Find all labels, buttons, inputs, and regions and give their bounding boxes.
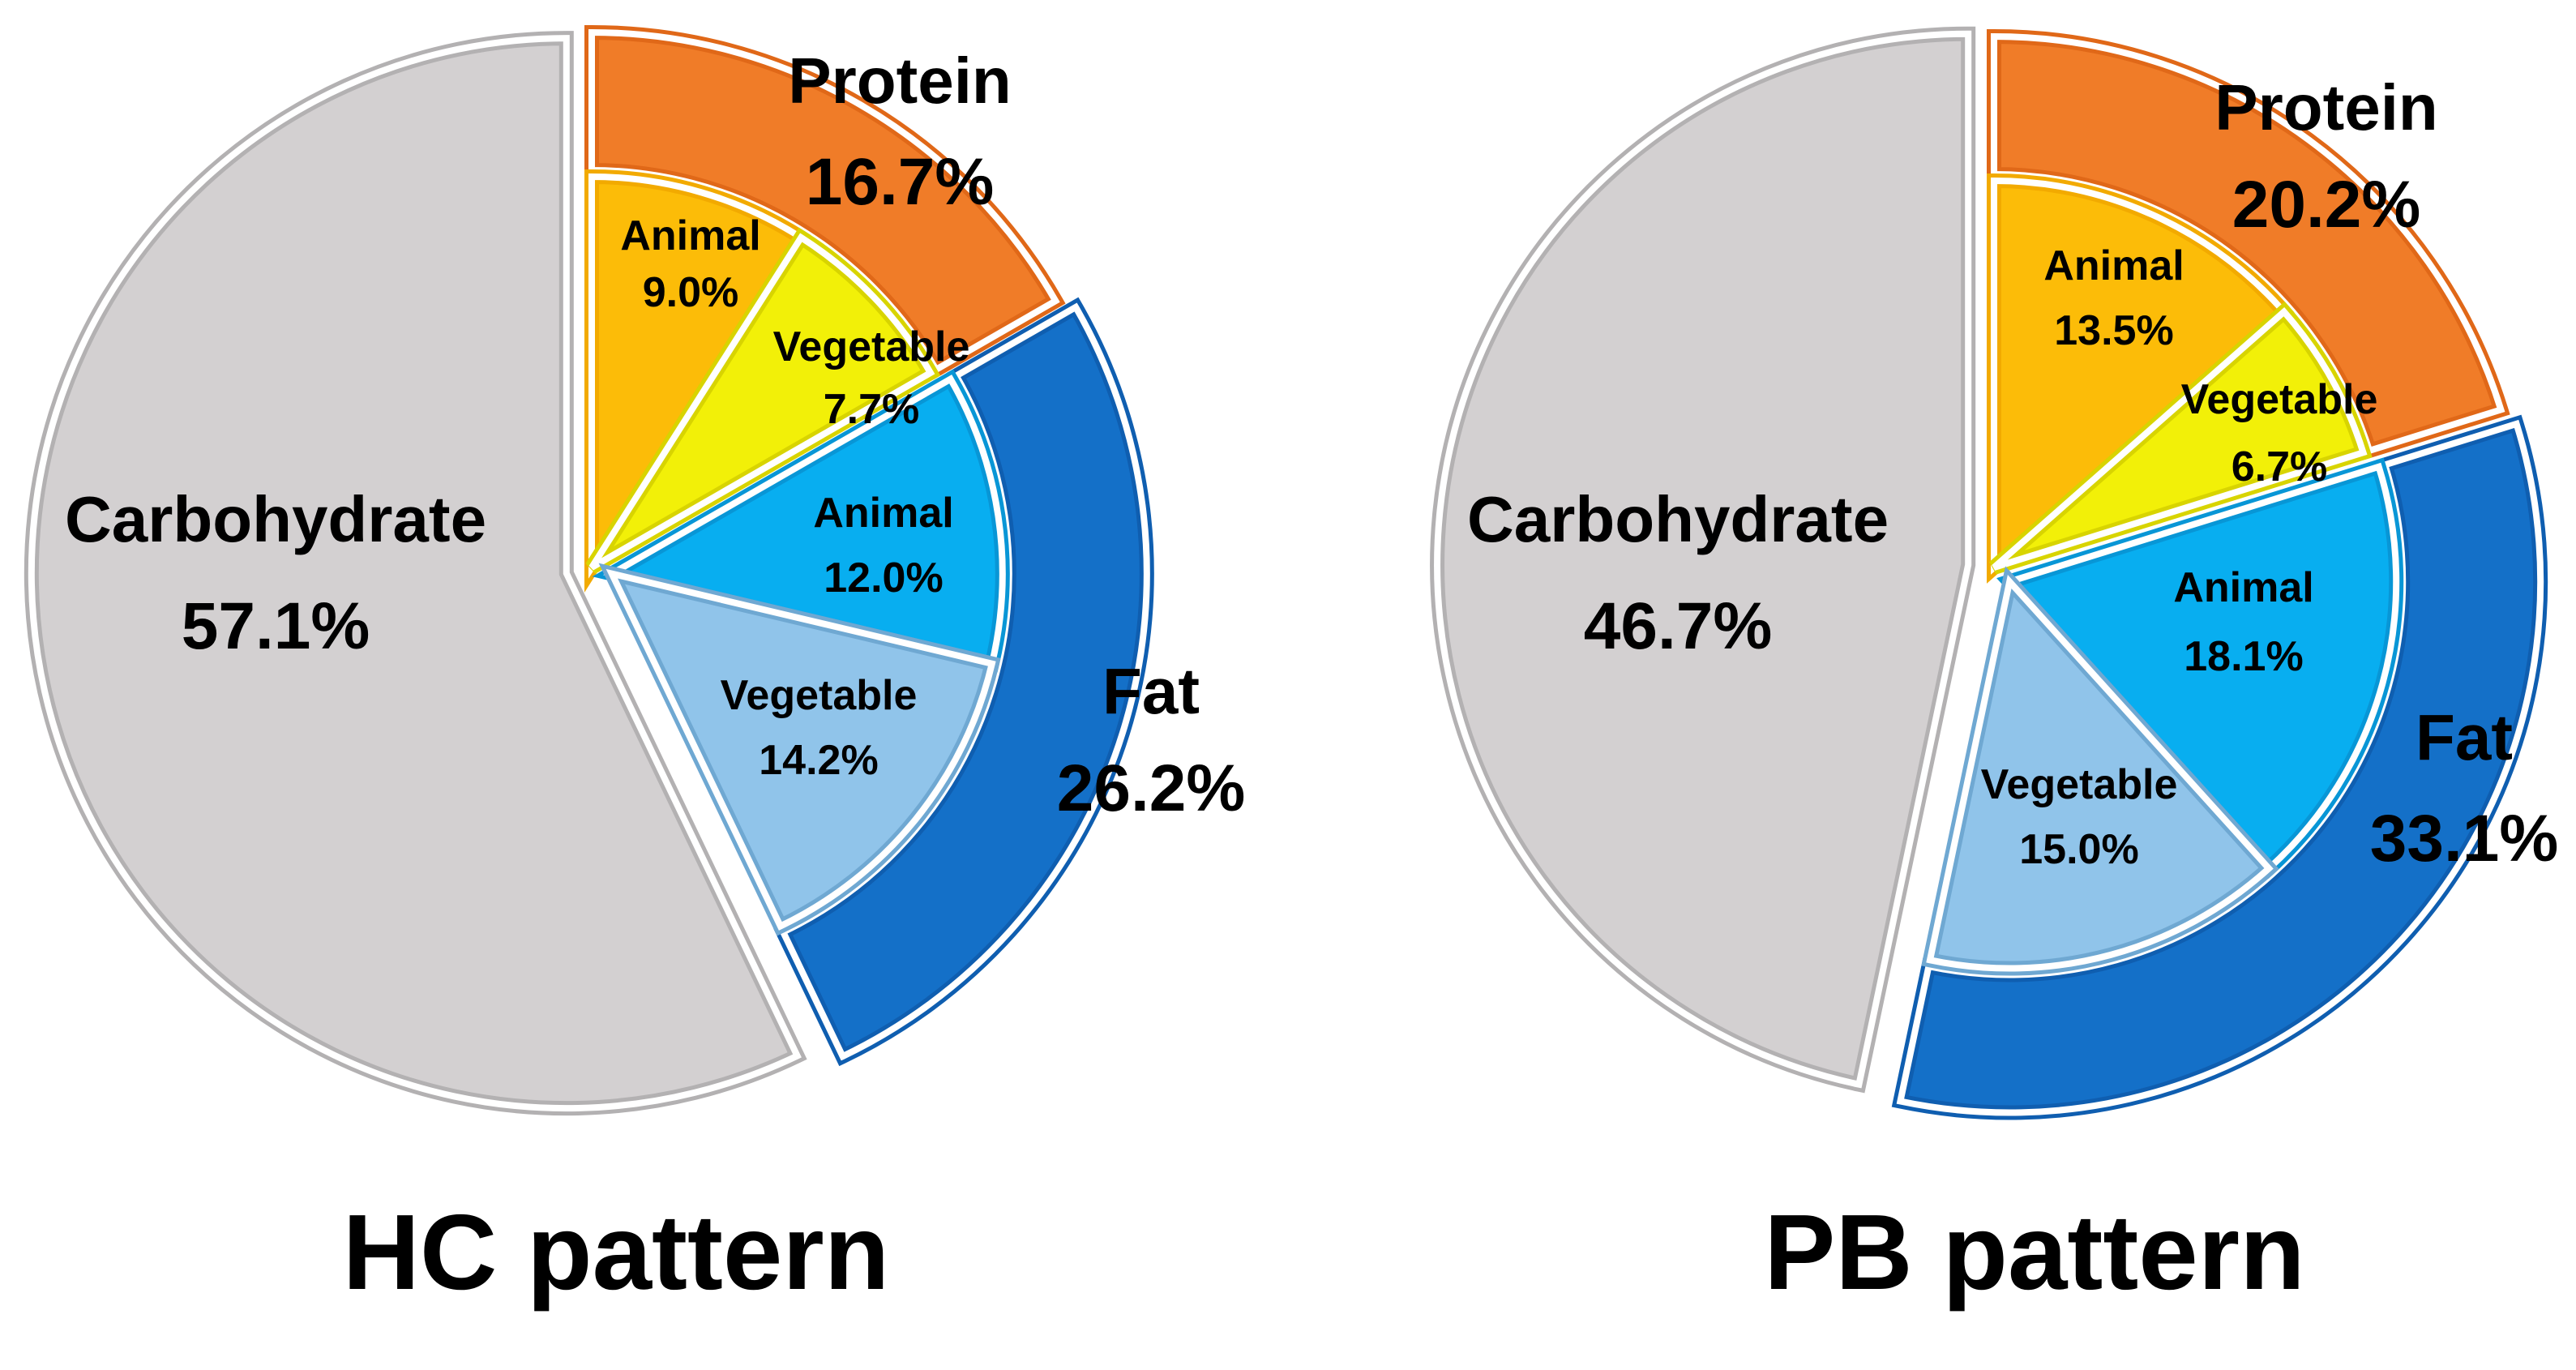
fat-value-label: 26.2%: [1057, 751, 1246, 825]
fat-animal-value-label: 18.1%: [2184, 633, 2303, 680]
protein-vegetable-slice-outline: [588, 233, 935, 571]
fat-name-label: Fat: [1102, 655, 1200, 727]
protein-group: [584, 24, 1066, 593]
protein-name-label: Protein: [788, 45, 1012, 117]
carbohydrate-group: [24, 31, 807, 1116]
protein-value-label: 20.2%: [2232, 168, 2421, 242]
protein-group: [1987, 28, 2510, 584]
carbohydrate-name-label: Carbohydrate: [65, 483, 486, 555]
pb-pattern-chart: Carbohydrate 46.7% Protein 20.2% Fat 33.1% Ani…: [1430, 26, 2559, 1312]
hc-pattern-chart: Carbohydrate 57.1% Protein 16.7% Fat 26.2% Ani…: [24, 24, 1246, 1312]
protein-vegetable-value-label: 7.7%: [824, 386, 920, 433]
fat-animal-name-label: Animal: [813, 490, 953, 537]
protein-vegetable-slice-outline: [1992, 306, 2368, 571]
chart-title: PB pattern: [1764, 1192, 2304, 1312]
carbohydrate-value-label: 46.7%: [1584, 589, 1773, 663]
fat-name-label: Fat: [2416, 701, 2513, 773]
carbohydrate-slice: [1430, 26, 1976, 1094]
fat-animal-value-label: 12.0%: [824, 554, 943, 602]
fat-group: [592, 297, 1154, 1067]
fat-value-label: 33.1%: [2370, 802, 2559, 876]
fat-group: [1891, 414, 2548, 1120]
chart-title: HC pattern: [343, 1192, 890, 1312]
fat-vegetable-name-label: Vegetable: [721, 672, 918, 719]
fat-vegetable-slice-outline: [1926, 574, 2274, 972]
carbohydrate-slice-outline: [1434, 30, 1972, 1089]
fat-animal-slice-outline: [603, 375, 1006, 668]
protein-value-label: 16.7%: [806, 145, 995, 219]
fat-animal-slice-outline: [2004, 462, 2400, 873]
protein-animal-name-label: Animal: [2043, 242, 2184, 289]
carbohydrate-value-label: 57.1%: [182, 589, 370, 663]
fat-vegetable-slice-outline: [605, 568, 996, 931]
protein-animal-value-label: 9.0%: [643, 269, 739, 316]
fat-animal-name-label: Animal: [2173, 564, 2313, 611]
fat-vegetable-value-label: 14.2%: [759, 737, 878, 784]
protein-animal-slice-outline: [588, 173, 806, 579]
carbohydrate-group: [1430, 26, 1976, 1094]
carbohydrate-slice-outline: [28, 35, 802, 1112]
fat-vegetable-name-label: Vegetable: [1981, 761, 2178, 808]
protein-animal-name-label: Animal: [620, 212, 760, 259]
protein-vegetable-name-label: Vegetable: [773, 323, 970, 370]
fat-vegetable-value-label: 15.0%: [2019, 826, 2138, 873]
protein-vegetable-name-label: Vegetable: [2181, 376, 2378, 423]
carbohydrate-name-label: Carbohydrate: [1467, 483, 1889, 555]
protein-animal-value-label: 13.5%: [2054, 307, 2173, 354]
protein-name-label: Protein: [2214, 71, 2438, 143]
protein-animal-slice-outline: [1991, 177, 2289, 575]
protein-vegetable-value-label: 6.7%: [2232, 443, 2328, 490]
